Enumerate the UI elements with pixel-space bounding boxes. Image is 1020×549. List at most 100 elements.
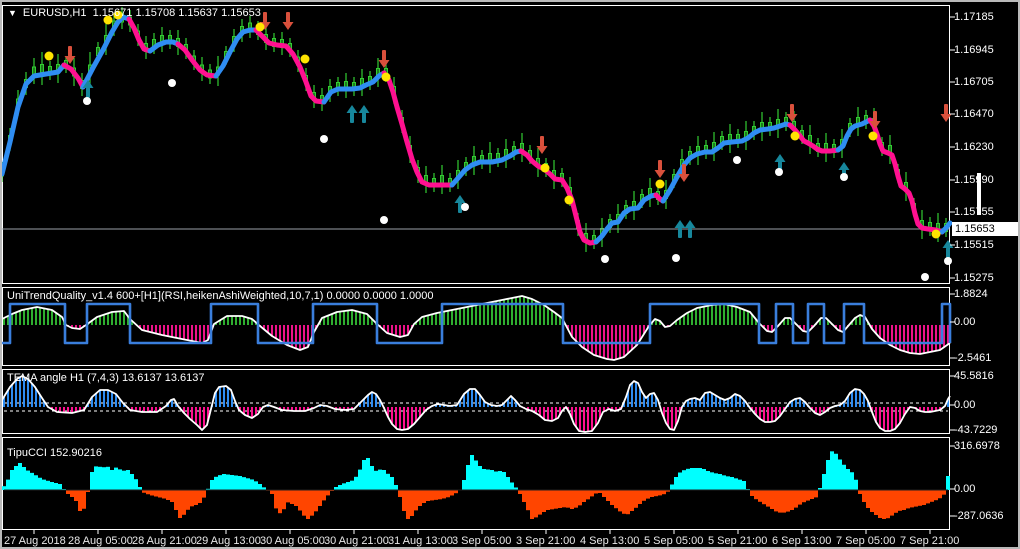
histogram-bar [851, 391, 853, 407]
time-axis-label[interactable]: 7 Sep 05:00 [836, 535, 896, 547]
histogram-bar [35, 388, 37, 407]
trend-line-down [175, 41, 219, 79]
histogram-bar [899, 325, 901, 350]
histogram-bar [835, 325, 837, 328]
histogram-bar [287, 325, 289, 346]
histogram-bar [498, 471, 502, 490]
histogram-bar [686, 468, 690, 490]
histogram-bar [810, 490, 814, 499]
histogram-bar [394, 485, 398, 490]
histogram-bar [890, 490, 894, 516]
time-axis-label[interactable]: 30 Aug 21:00 [324, 535, 389, 547]
histogram-bar [682, 470, 686, 490]
histogram-bar [523, 296, 525, 325]
histogram-bar [758, 490, 762, 502]
time-axis-label[interactable]: 3 Sep 21:00 [516, 535, 576, 547]
histogram-bar [95, 317, 97, 325]
histogram-bar [371, 319, 373, 325]
price-axis-label: 1.16470 [954, 108, 994, 120]
histogram-bar [662, 490, 666, 495]
sell-arrow-icon [654, 170, 666, 178]
histogram-bar [42, 479, 46, 490]
time-axis-label[interactable]: 28 Aug 05:00 [68, 535, 133, 547]
price-axis-label: 1.15755 [954, 206, 994, 218]
histogram-bar [679, 407, 681, 414]
time-axis-label[interactable]: 3 Sep 05:00 [452, 535, 512, 547]
histogram-bar [214, 476, 218, 490]
histogram-bar [730, 477, 734, 490]
time-axis-label[interactable]: 7 Sep 21:00 [900, 535, 960, 547]
histogram-bar [547, 307, 549, 325]
histogram-bar [478, 466, 482, 490]
histogram-bar [699, 400, 701, 407]
time-axis-label[interactable]: 5 Sep 05:00 [644, 535, 704, 547]
sell-arrow-icon [873, 111, 877, 122]
sell-arrow-icon [658, 160, 662, 171]
histogram-bar [503, 299, 505, 325]
sell-arrow-icon [536, 146, 548, 154]
histogram-bar [98, 466, 102, 490]
yellow-signal-dot [113, 10, 123, 20]
histogram-bar [623, 401, 625, 407]
axis-range-marker[interactable] [977, 173, 981, 215]
price-axis-label: 1.16945 [954, 44, 994, 56]
histogram-bar [210, 480, 214, 490]
white-signal-dot [672, 254, 680, 262]
time-axis-label[interactable]: 30 Aug 05:00 [260, 535, 325, 547]
histogram-bar [658, 490, 662, 496]
histogram-bar [35, 307, 37, 325]
time-axis-label[interactable]: 6 Sep 13:00 [772, 535, 832, 547]
histogram-bar [186, 490, 190, 510]
sell-arrow-icon [540, 136, 544, 147]
trend-line-up [660, 121, 793, 204]
histogram-bar [811, 407, 813, 410]
histogram-bar [146, 490, 150, 495]
histogram-bar [866, 490, 870, 508]
histogram-bar [207, 325, 209, 340]
symbol-dropdown-icon[interactable]: ▼ [8, 8, 17, 18]
histogram-envelope-line [2, 295, 951, 361]
histogram-bar [539, 407, 541, 416]
histogram-bar [566, 490, 570, 508]
histogram-bar [503, 403, 505, 407]
time-axis-label[interactable]: 31 Aug 13:00 [388, 535, 453, 547]
histogram-bar [771, 407, 773, 422]
histogram-bar [715, 304, 717, 325]
histogram-bar [415, 322, 417, 325]
histogram-bar [274, 490, 278, 509]
trend-line-down [126, 16, 153, 54]
histogram-bar [19, 310, 21, 325]
histogram-bar [763, 407, 765, 422]
histogram-bar [615, 407, 617, 411]
time-axis-label[interactable]: 4 Sep 13:00 [580, 535, 640, 547]
histogram-bar [459, 400, 461, 407]
histogram-bar [299, 325, 301, 350]
histogram-bar [879, 325, 881, 338]
histogram-bar [570, 490, 574, 509]
sell-arrow-icon [790, 104, 794, 115]
histogram-bar [38, 477, 42, 490]
time-axis-label[interactable]: 28 Aug 21:00 [132, 535, 197, 547]
time-axis-label[interactable]: 5 Sep 21:00 [708, 535, 768, 547]
histogram-bar [306, 490, 310, 519]
histogram-bar [543, 407, 545, 420]
trend-line-up [2, 62, 67, 177]
histogram-bar [247, 407, 249, 417]
histogram-bar [151, 407, 153, 412]
histogram-bar [358, 469, 362, 490]
histogram-bar [906, 490, 910, 509]
histogram-bar [294, 490, 298, 506]
histogram-bar [135, 407, 137, 411]
time-axis-label[interactable]: 27 Aug 2018 [4, 535, 66, 547]
histogram-bar [870, 490, 874, 512]
histogram-bar [411, 407, 413, 426]
histogram-bar [295, 407, 297, 411]
histogram-bar [243, 316, 245, 325]
histogram-bar [875, 325, 877, 334]
trend-line-down [61, 62, 86, 90]
histogram-bar [283, 325, 285, 344]
histogram-bar [362, 460, 366, 490]
time-axis-label[interactable]: 29 Aug 13:00 [196, 535, 261, 547]
histogram-bar [855, 317, 857, 325]
